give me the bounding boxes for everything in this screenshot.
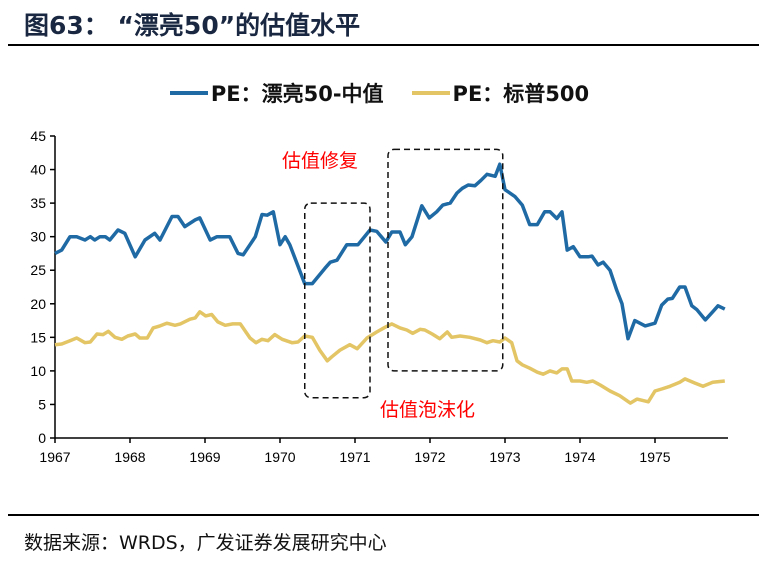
- x-tick-label: 1974: [564, 449, 595, 465]
- series-line-pe50: [54, 162, 726, 341]
- x-tick-label: 1970: [264, 449, 295, 465]
- y-tick-label: 25: [30, 262, 46, 278]
- legend-swatch-blue: [169, 91, 208, 95]
- legend-swatch-yellow: [411, 91, 450, 95]
- y-tick-label: 35: [30, 195, 46, 211]
- legend-item-pe50: PE：漂亮50-中值: [169, 78, 384, 108]
- y-tick-label: 0: [38, 430, 46, 446]
- source-note: 数据来源：WRDS，广发证券发展研究中心: [24, 532, 387, 554]
- annotation-box: [304, 202, 371, 399]
- legend-label: PE：漂亮50-中值: [210, 82, 384, 106]
- annotation-label: 估值泡沫化: [380, 399, 475, 421]
- y-tick-label: 30: [30, 229, 46, 245]
- x-tick-label: 1968: [114, 449, 145, 465]
- footer-divider: [8, 514, 759, 516]
- legend-item-sp500: PE：标普500: [411, 78, 590, 108]
- y-tick-label: 45: [30, 128, 46, 144]
- x-tick-label: 1972: [414, 449, 445, 465]
- y-tick-label: 10: [30, 363, 46, 379]
- page-title: 图63： “漂亮50”的估值水平: [24, 11, 361, 40]
- y-tick-label: 40: [30, 162, 46, 178]
- y-tick-label: 20: [30, 296, 46, 312]
- y-tick-label: 5: [38, 396, 46, 412]
- title-divider: [8, 44, 759, 46]
- legend-label: PE：标普500: [452, 82, 590, 106]
- y-tick-label: 15: [30, 329, 46, 345]
- annotation-label: 估值修复: [282, 150, 358, 172]
- x-tick-label: 1969: [189, 449, 220, 465]
- x-tick-label: 1975: [639, 449, 670, 465]
- annotation-box: [387, 148, 504, 372]
- legend: PE：漂亮50-中值 PE：标普500: [0, 78, 759, 108]
- series-line-sp500: [54, 310, 725, 405]
- x-tick-label: 1967: [39, 449, 70, 465]
- x-tick-label: 1971: [339, 449, 370, 465]
- x-tick-label: 1973: [489, 449, 520, 465]
